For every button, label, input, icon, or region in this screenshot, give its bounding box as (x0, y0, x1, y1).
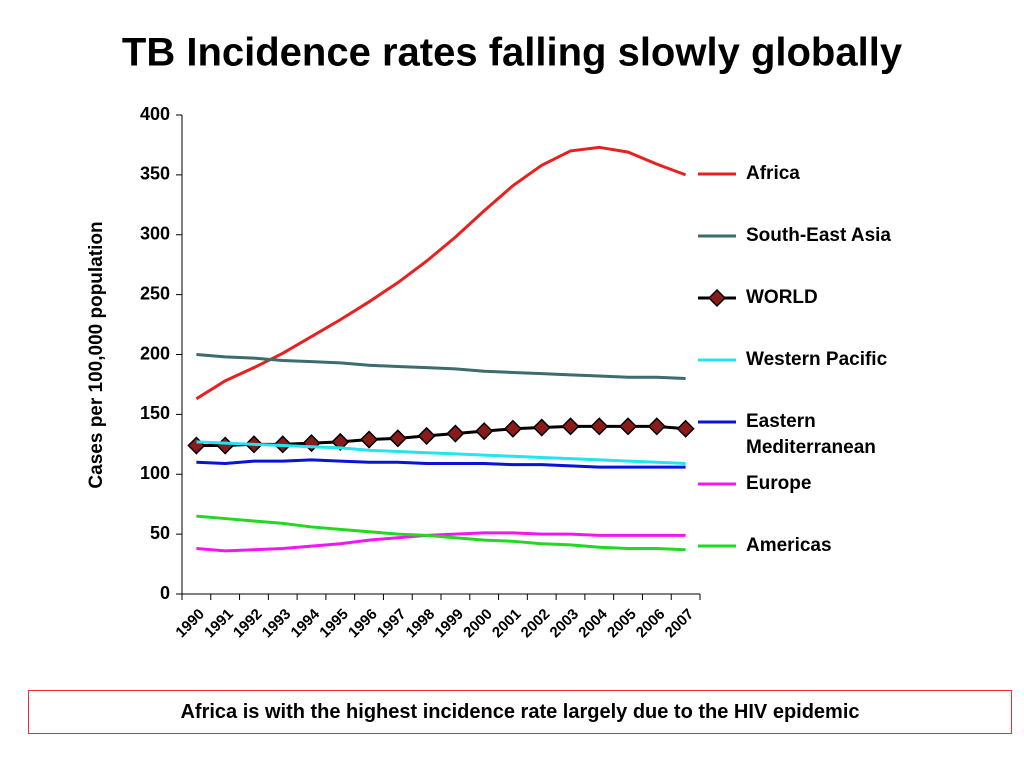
data-point (417, 426, 436, 445)
data-point (187, 436, 206, 455)
series-line (195, 145, 687, 401)
x-tick-label: 1996 (345, 606, 381, 642)
legend-item: Africa (698, 161, 936, 187)
legend-item: Europe (698, 471, 936, 497)
footer-note: Africa is with the highest incidence rat… (28, 690, 1012, 734)
y-tick-label: 250 (140, 283, 170, 303)
legend-swatch (698, 172, 736, 176)
data-point (216, 436, 235, 455)
x-tick-label: 1997 (374, 606, 410, 642)
data-point (388, 429, 407, 448)
x-tick-label: 2004 (575, 605, 611, 641)
y-tick-label: 400 (140, 104, 170, 124)
legend-swatch (698, 288, 736, 308)
x-tick-label: 2000 (460, 606, 496, 642)
data-point (676, 419, 695, 438)
x-tick-label: 2003 (547, 606, 583, 642)
series-line (196, 353, 686, 380)
legend-swatch (698, 420, 736, 424)
legend-label: Americas (746, 535, 832, 556)
x-tick-label: 1999 (431, 606, 467, 642)
legend-label: Eastern Mediterranean (746, 411, 876, 458)
data-point (532, 418, 551, 437)
chart-title: TB Incidence rates falling slowly global… (122, 31, 903, 75)
series-line (196, 514, 686, 552)
legend-item: WORLD (698, 285, 936, 311)
legend-marker (707, 288, 727, 308)
y-tick-label: 100 (140, 463, 170, 483)
x-tick-label: 2001 (489, 606, 525, 642)
legend-label: WORLD (746, 287, 818, 308)
legend-label: South-East Asia (746, 225, 891, 246)
data-point (618, 417, 638, 436)
y-tick-label: 150 (140, 403, 170, 423)
data-point (647, 417, 666, 436)
legend-swatch (698, 234, 736, 238)
data-point (590, 417, 609, 436)
x-tick-label: 2006 (633, 606, 669, 642)
y-tick-label: 0 (160, 583, 170, 603)
series-line (196, 440, 686, 465)
x-tick-label: 2005 (604, 606, 640, 642)
y-tick-label: 350 (140, 164, 170, 184)
series-line (196, 458, 686, 469)
x-tick-label: 2002 (518, 606, 554, 642)
legend-item: Western Pacific (698, 347, 936, 373)
series-line (196, 424, 686, 448)
y-tick-label: 300 (140, 224, 170, 244)
legend-item: Eastern Mediterranean (698, 409, 936, 461)
legend-label: Africa (746, 163, 800, 184)
legend-swatch (698, 482, 736, 486)
x-tick-label: 1992 (230, 606, 266, 642)
y-tick-label: 200 (140, 343, 170, 363)
data-point (331, 432, 350, 451)
data-point (475, 422, 494, 441)
data-point (561, 417, 580, 436)
data-point (302, 434, 321, 453)
series-line (196, 531, 686, 553)
x-tick-label: 2007 (662, 606, 698, 642)
x-tick-label: 1993 (259, 606, 295, 642)
legend-item: Americas (698, 533, 936, 559)
legend-label: Europe (746, 473, 812, 494)
legend-swatch (698, 544, 736, 548)
y-axis-label: Cases per 100,000 population (86, 221, 107, 488)
data-point (503, 419, 523, 438)
legend-swatch (698, 358, 736, 362)
x-tick-label: 1995 (316, 606, 352, 642)
x-tick-label: 1990 (172, 606, 208, 642)
x-tick-label: 1994 (288, 605, 324, 641)
y-tick-label: 50 (150, 523, 170, 543)
legend-item: South-East Asia (698, 223, 936, 249)
data-point (359, 430, 379, 449)
legend-label: Western Pacific (746, 349, 888, 370)
data-point (446, 424, 465, 443)
x-tick-label: 1991 (201, 606, 237, 642)
x-tick-label: 1998 (403, 606, 439, 642)
